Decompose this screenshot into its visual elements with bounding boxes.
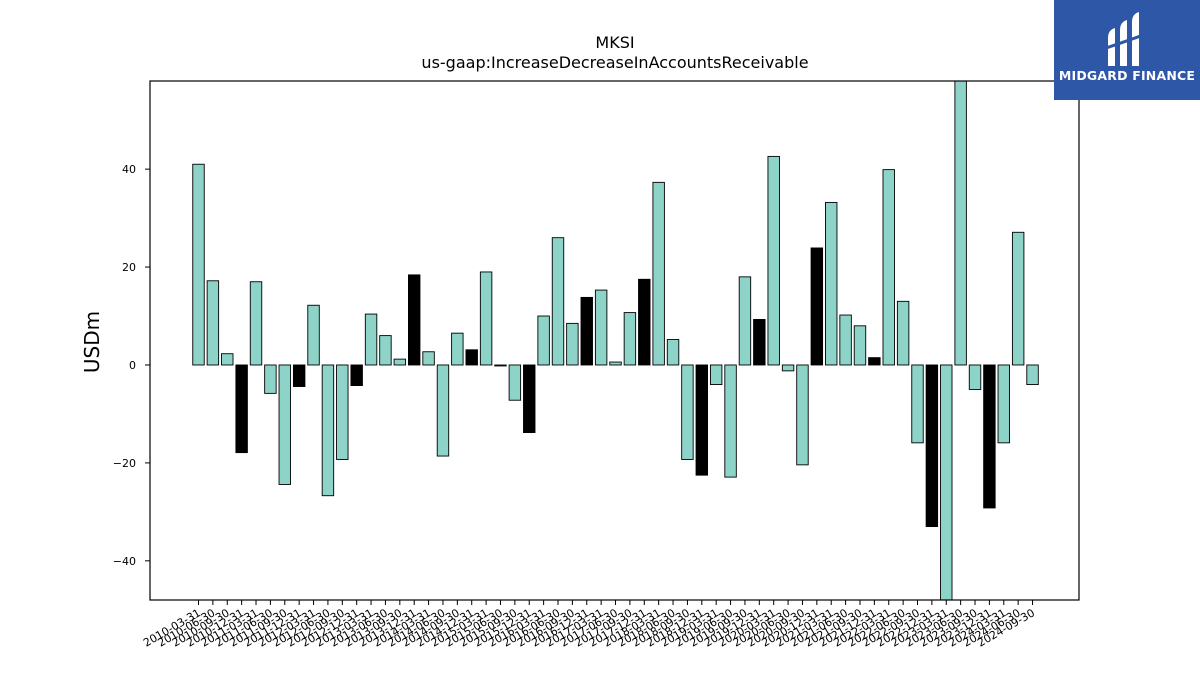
- bar-2010-09-30: [221, 353, 234, 366]
- bar-2017-09-30: [623, 312, 637, 366]
- brand-logo-text: MIDGARD FINANCE: [1058, 68, 1196, 83]
- x-axis-ticks: 2010-03-312010-06-302010-09-302010-12-31…: [141, 600, 1037, 650]
- bar-2016-12-31: [580, 296, 593, 366]
- bar-2011-06-30: [264, 364, 277, 394]
- bar-2014-06-30: [436, 364, 450, 457]
- bar-2018-09-30: [681, 364, 694, 460]
- plot-frame: [149, 80, 1080, 601]
- midgard-logo-icon: [1105, 12, 1147, 66]
- bar-2016-06-30: [551, 237, 565, 366]
- bar-2015-03-31: [479, 271, 493, 366]
- bar-2014-09-30: [451, 332, 464, 366]
- bar-2023-06-30: [954, 80, 967, 366]
- bar-2018-06-30: [666, 339, 680, 366]
- bar-2022-03-31: [882, 169, 895, 366]
- bar-2021-06-30: [839, 314, 852, 366]
- bars-group: [192, 80, 1039, 601]
- bar-2015-09-30: [508, 364, 522, 401]
- y-tick-label: −20: [113, 457, 136, 470]
- bar-2012-12-31: [350, 364, 363, 386]
- bar-2012-06-30: [321, 364, 335, 497]
- bar-2021-09-30: [853, 325, 867, 366]
- y-tick-label: 40: [122, 163, 136, 176]
- bar-2023-09-30: [968, 364, 982, 390]
- bar-2014-12-31: [465, 349, 478, 366]
- bar-2013-06-30: [379, 335, 392, 366]
- bar-2017-12-31: [638, 278, 651, 366]
- bar-2020-12-31: [810, 247, 824, 366]
- bar-2020-06-30: [781, 364, 795, 372]
- bar-2019-06-30: [724, 364, 737, 478]
- bar-2018-03-31: [652, 181, 665, 366]
- y-axis-ticks: −40 −20 0 20 40: [113, 163, 150, 568]
- bar-2023-12-31: [983, 364, 996, 509]
- bar-2024-03-31: [997, 364, 1010, 444]
- bar-2019-09-30: [738, 276, 752, 366]
- bar-2013-09-30: [393, 358, 407, 366]
- bar-2018-12-31: [695, 364, 708, 476]
- bar-2020-03-31: [767, 155, 780, 366]
- bar-2012-03-31: [307, 304, 320, 366]
- chart-subtitle: us-gaap:IncreaseDecreaseInAccountsReceiv…: [421, 53, 808, 72]
- bar-2024-09-30: [1026, 364, 1039, 386]
- bar-2015-12-31: [523, 364, 536, 434]
- bar-2014-03-31: [422, 351, 435, 366]
- bar-2011-03-31: [249, 281, 263, 366]
- bar-2011-09-30: [278, 364, 291, 485]
- bar-2012-09-30: [336, 364, 349, 460]
- bar-2022-09-30: [911, 364, 924, 444]
- bar-2013-03-31: [364, 313, 378, 366]
- bar-2010-12-31: [235, 364, 248, 454]
- bar-2016-03-31: [537, 315, 550, 366]
- bar-2011-12-31: [292, 364, 306, 387]
- bar-2021-12-31: [868, 357, 881, 366]
- y-axis-label: USDm: [80, 311, 104, 373]
- bar-2024-06-30: [1011, 231, 1025, 366]
- bar-2017-06-30: [609, 361, 622, 366]
- bar-2021-03-31: [825, 201, 838, 366]
- bar-2015-06-30: [494, 364, 507, 367]
- bar-2023-03-31: [940, 364, 953, 601]
- bar-2013-12-31: [408, 274, 421, 366]
- bar-2017-03-31: [594, 289, 608, 366]
- bar-2019-12-31: [753, 319, 766, 366]
- brand-logo: MIDGARD FINANCE: [1054, 0, 1200, 100]
- bar-2010-03-31: [192, 163, 205, 366]
- y-tick-label: −40: [113, 555, 136, 568]
- bar-2022-12-31: [925, 364, 939, 528]
- bar-2016-09-30: [566, 322, 579, 366]
- bar-2010-06-30: [206, 280, 220, 366]
- bar-2022-06-30: [896, 300, 910, 366]
- bar-2020-09-30: [796, 364, 809, 466]
- chart-title: MKSI: [595, 33, 634, 52]
- y-tick-label: 20: [122, 261, 136, 274]
- y-tick-label: 0: [129, 359, 136, 372]
- bar-2019-03-31: [709, 364, 723, 386]
